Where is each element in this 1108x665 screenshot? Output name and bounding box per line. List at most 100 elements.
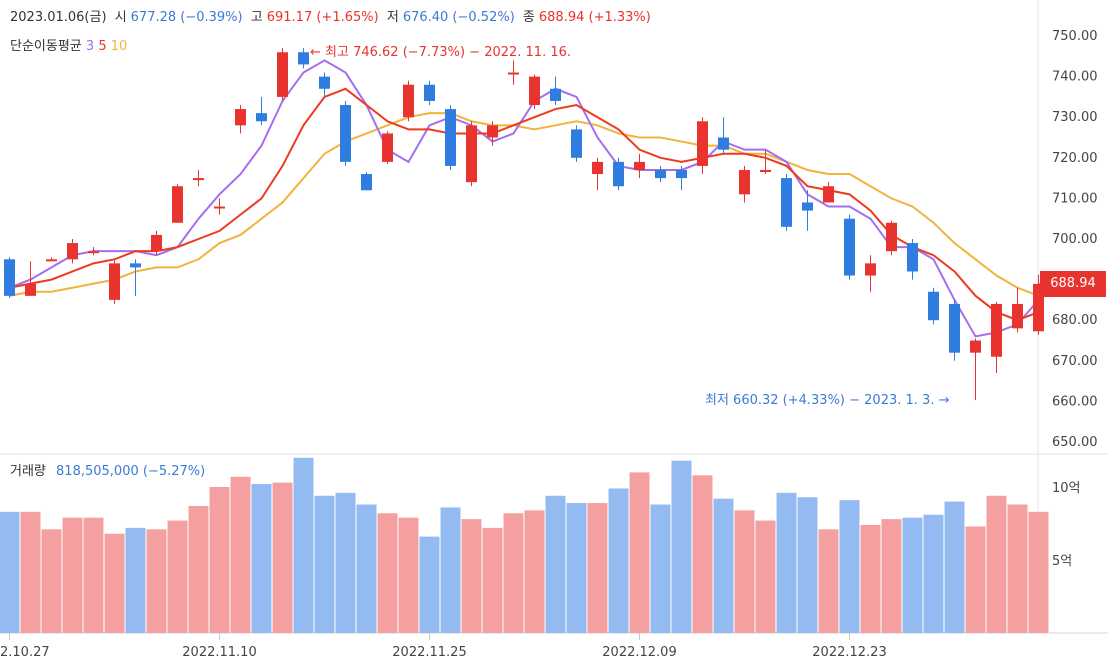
candle-body[interactable] — [340, 105, 351, 162]
volume-bar[interactable] — [566, 503, 587, 633]
candle-body[interactable] — [403, 84, 414, 118]
volume-bar[interactable] — [734, 510, 755, 633]
volume-bar[interactable] — [398, 517, 419, 633]
volume-bar[interactable] — [335, 492, 356, 633]
candle-body[interactable] — [802, 202, 813, 211]
volume-bar[interactable] — [608, 488, 629, 633]
volume-bar[interactable] — [356, 504, 377, 633]
candle-body[interactable] — [886, 222, 897, 252]
candle-body[interactable] — [655, 169, 666, 179]
volume-bar[interactable] — [881, 519, 902, 633]
volume-bar[interactable] — [629, 472, 650, 633]
volume-bar[interactable] — [188, 505, 209, 633]
candle-body[interactable] — [865, 263, 876, 276]
candle-body[interactable] — [676, 169, 687, 179]
candle-body[interactable] — [445, 109, 456, 166]
volume-bar[interactable] — [587, 503, 608, 633]
volume-bar[interactable] — [314, 495, 335, 633]
candle-body[interactable] — [991, 303, 1002, 357]
candle-body[interactable] — [718, 137, 729, 150]
candle-body[interactable] — [277, 52, 288, 97]
volume-bar[interactable] — [377, 513, 398, 633]
candle-body[interactable] — [907, 243, 918, 272]
volume-bar[interactable] — [482, 527, 503, 633]
volume-bar[interactable] — [167, 520, 188, 633]
volume-bar[interactable] — [650, 504, 671, 633]
volume-bar[interactable] — [0, 511, 20, 633]
volume-bar[interactable] — [692, 475, 713, 633]
candle-body[interactable] — [214, 206, 225, 209]
volume-bar[interactable] — [524, 510, 545, 633]
candle-body[interactable] — [550, 88, 561, 101]
candle-body[interactable] — [235, 109, 246, 126]
ma10-legend-item[interactable]: 10 — [110, 39, 128, 54]
volume-bar[interactable] — [20, 511, 41, 633]
volume-bar[interactable] — [293, 457, 314, 633]
ma5-legend-item[interactable]: 5 — [98, 39, 107, 54]
candle-body[interactable] — [949, 303, 960, 353]
candlestick-series[interactable] — [4, 48, 1044, 401]
candle-body[interactable] — [361, 174, 372, 191]
volume-bar[interactable] — [965, 526, 986, 633]
candle-body[interactable] — [529, 76, 540, 106]
candle-body[interactable] — [697, 121, 708, 166]
candle-body[interactable] — [592, 161, 603, 175]
candle-body[interactable] — [1012, 303, 1023, 329]
volume-bar[interactable] — [209, 487, 230, 633]
candle-body[interactable] — [571, 129, 582, 158]
ma3-legend-item[interactable]: 3 — [85, 39, 95, 54]
volume-bar[interactable] — [545, 495, 566, 633]
candle-body[interactable] — [172, 186, 183, 223]
candle-body[interactable] — [4, 259, 15, 296]
candle-body[interactable] — [487, 125, 498, 138]
volume-bar[interactable] — [251, 484, 272, 633]
candle-body[interactable] — [613, 161, 624, 187]
volume-bar[interactable] — [83, 517, 104, 633]
volume-bar[interactable] — [776, 492, 797, 633]
volume-bar[interactable] — [440, 507, 461, 633]
volume-bar[interactable] — [1028, 511, 1049, 633]
volume-bar[interactable] — [860, 524, 881, 633]
candle-body[interactable] — [466, 125, 477, 183]
volume-bar-series[interactable] — [0, 457, 1049, 633]
volume-bar[interactable] — [944, 501, 965, 633]
volume-bar[interactable] — [62, 517, 83, 633]
candle-body[interactable] — [760, 169, 771, 172]
candle-body[interactable] — [256, 113, 267, 122]
candle-body[interactable] — [739, 169, 750, 195]
volume-bar[interactable] — [818, 529, 839, 633]
volume-bar[interactable] — [713, 498, 734, 633]
candle-body[interactable] — [298, 52, 309, 65]
candle-body[interactable] — [46, 259, 57, 262]
candle-body[interactable] — [928, 291, 939, 321]
candle-body[interactable] — [67, 243, 78, 260]
candle-body[interactable] — [193, 178, 204, 181]
volume-bar[interactable] — [146, 529, 167, 633]
candle-body[interactable] — [151, 234, 162, 252]
volume-bar[interactable] — [1007, 504, 1028, 633]
volume-bar[interactable] — [923, 514, 944, 633]
candle-body[interactable] — [844, 218, 855, 276]
candle-body[interactable] — [319, 76, 330, 89]
volume-bar[interactable] — [839, 500, 860, 633]
volume-bar[interactable] — [986, 495, 1007, 633]
volume-bar[interactable] — [41, 529, 62, 633]
volume-bar[interactable] — [419, 536, 440, 633]
candle-body[interactable] — [781, 178, 792, 227]
candle-body[interactable] — [88, 251, 99, 254]
candle-body[interactable] — [424, 84, 435, 101]
candle-body[interactable] — [634, 161, 645, 170]
volume-bar[interactable] — [902, 517, 923, 633]
candle-body[interactable] — [508, 72, 519, 75]
candle-body[interactable] — [970, 340, 981, 353]
candle-body[interactable] — [1033, 283, 1044, 332]
volume-bar[interactable] — [272, 482, 293, 633]
volume-bar[interactable] — [671, 460, 692, 633]
candle-body[interactable] — [382, 133, 393, 162]
volume-bar[interactable] — [755, 520, 776, 633]
volume-bar[interactable] — [125, 527, 146, 633]
candle-body[interactable] — [109, 263, 120, 300]
candle-body[interactable] — [823, 186, 834, 203]
volume-bar[interactable] — [230, 476, 251, 633]
